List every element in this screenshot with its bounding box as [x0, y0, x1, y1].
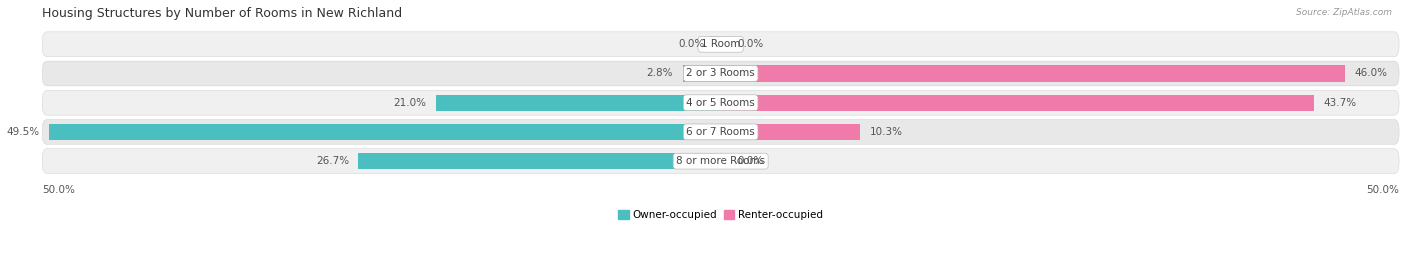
Bar: [721, 65, 1344, 82]
FancyBboxPatch shape: [42, 61, 1399, 86]
Text: 43.7%: 43.7%: [1323, 98, 1357, 108]
Text: 50.0%: 50.0%: [42, 184, 75, 194]
Bar: [683, 65, 721, 82]
Bar: [721, 153, 731, 169]
Text: 21.0%: 21.0%: [394, 98, 426, 108]
Text: 0.0%: 0.0%: [737, 39, 763, 49]
Text: 0.0%: 0.0%: [737, 156, 763, 166]
Text: 2 or 3 Rooms: 2 or 3 Rooms: [686, 69, 755, 79]
Bar: [721, 95, 1313, 111]
Bar: [49, 124, 721, 140]
Text: 10.3%: 10.3%: [870, 127, 903, 137]
Bar: [710, 36, 721, 52]
Text: 46.0%: 46.0%: [1354, 69, 1388, 79]
Legend: Owner-occupied, Renter-occupied: Owner-occupied, Renter-occupied: [614, 206, 827, 224]
Text: 0.0%: 0.0%: [678, 39, 704, 49]
Text: 8 or more Rooms: 8 or more Rooms: [676, 156, 765, 166]
Text: 26.7%: 26.7%: [316, 156, 349, 166]
FancyBboxPatch shape: [42, 90, 1399, 115]
Text: 6 or 7 Rooms: 6 or 7 Rooms: [686, 127, 755, 137]
Text: Housing Structures by Number of Rooms in New Richland: Housing Structures by Number of Rooms in…: [42, 7, 402, 20]
Text: 2.8%: 2.8%: [647, 69, 673, 79]
Text: 1 Room: 1 Room: [702, 39, 741, 49]
Bar: [436, 95, 721, 111]
Text: 4 or 5 Rooms: 4 or 5 Rooms: [686, 98, 755, 108]
Bar: [721, 36, 731, 52]
Bar: [359, 153, 721, 169]
Text: 49.5%: 49.5%: [7, 127, 39, 137]
FancyBboxPatch shape: [42, 149, 1399, 174]
Text: 50.0%: 50.0%: [1367, 184, 1399, 194]
FancyBboxPatch shape: [42, 32, 1399, 57]
FancyBboxPatch shape: [42, 120, 1399, 144]
Bar: [721, 124, 860, 140]
Text: Source: ZipAtlas.com: Source: ZipAtlas.com: [1296, 8, 1392, 17]
